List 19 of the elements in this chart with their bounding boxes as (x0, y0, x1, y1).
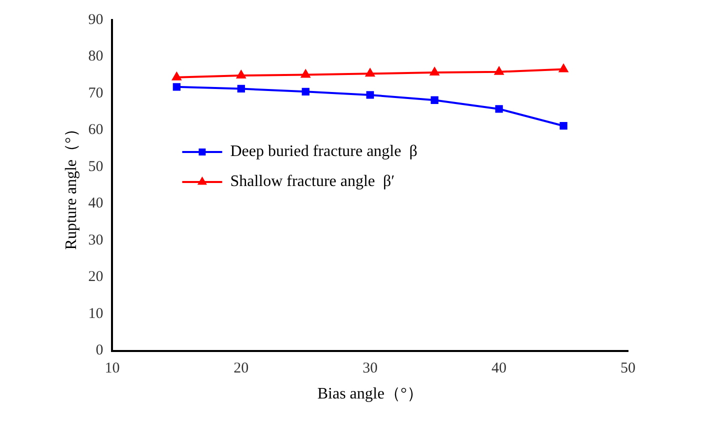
y-tick-label: 10 (88, 306, 104, 322)
x-tick-label: 30 (362, 360, 378, 377)
y-tick-label: 60 (88, 122, 104, 138)
y-tick-label: 40 (88, 196, 104, 212)
legend-label: Shallow fracture angle β′ (230, 173, 395, 190)
y-tick-label: 70 (88, 85, 104, 102)
x-tick-label: 50 (620, 360, 636, 377)
y-tick-label: 90 (88, 12, 104, 28)
x-tick-label: 40 (492, 360, 507, 377)
x-axis-title: Bias angle（°） (317, 386, 423, 403)
legend-label: Deep buried fracture angle β (230, 143, 418, 160)
x-tick-label: 20 (234, 360, 249, 377)
y-tick-label: 30 (88, 232, 104, 248)
y-tick-label: 20 (88, 269, 104, 286)
y-tick-label: 0 (96, 342, 104, 359)
x-tick-label: 10 (104, 360, 120, 377)
y-axis-title: Rupture angle（°） (62, 121, 80, 250)
y-tick-label: 50 (88, 158, 104, 175)
y-tick-label: 80 (88, 48, 104, 65)
